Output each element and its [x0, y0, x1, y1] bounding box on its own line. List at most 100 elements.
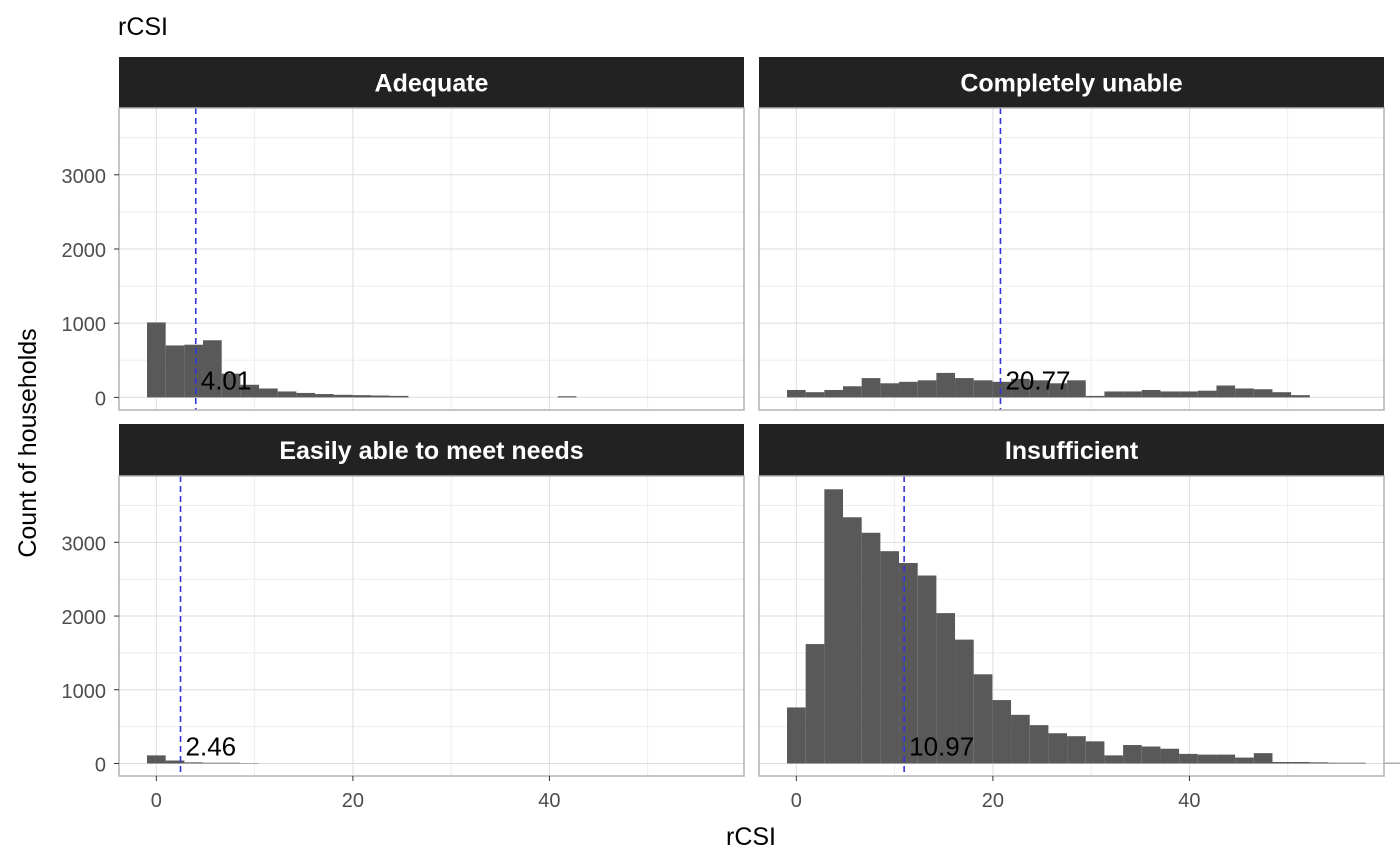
- histogram-bar: [1160, 391, 1180, 398]
- histogram-bar: [992, 700, 1012, 764]
- histogram-bar: [315, 394, 334, 398]
- mean-label: 4.01: [201, 365, 252, 395]
- facet-strip: [119, 424, 744, 476]
- histogram-bar: [1272, 761, 1292, 764]
- histogram-bar: [1216, 385, 1236, 398]
- facet-strip-label: Easily able to meet needs: [279, 437, 583, 465]
- histogram-bar: [936, 613, 956, 764]
- histogram-bar: [1328, 762, 1348, 764]
- facet-panel: Easily able to meet needs 2.46: [118, 424, 745, 777]
- y-tick-label: 0: [95, 388, 106, 410]
- histogram-bar: [1235, 757, 1254, 764]
- histogram-bar: [1029, 380, 1049, 398]
- histogram-bar: [787, 389, 806, 398]
- histogram-bar: [1123, 745, 1142, 764]
- histogram-bar: [805, 392, 825, 398]
- histogram-bar: [240, 384, 260, 398]
- histogram-bar: [899, 562, 918, 764]
- histogram-bar: [1011, 714, 1030, 764]
- mean-label: 2.46: [186, 731, 237, 761]
- histogram-bar: [1291, 761, 1310, 764]
- histogram-bar: [880, 383, 900, 398]
- histogram-bar: [296, 392, 316, 398]
- histogram-bar: [1067, 380, 1086, 398]
- x-tick-label: 20: [342, 790, 364, 812]
- histogram-bar: [221, 762, 241, 764]
- histogram-bar: [861, 532, 881, 764]
- panel-border: [118, 107, 745, 411]
- facet-strip-label: Adequate: [375, 70, 489, 98]
- histogram-bar: [1179, 753, 1198, 764]
- histogram-bar: [203, 340, 222, 398]
- histogram-bar: [1347, 762, 1366, 764]
- x-tick-label: 40: [538, 790, 560, 812]
- histogram-bar: [917, 380, 937, 398]
- facet-strip: [119, 57, 744, 108]
- facet-strip-label: Insufficient: [1005, 437, 1139, 465]
- panel-border: [118, 475, 745, 777]
- histogram-bar: [955, 639, 974, 764]
- histogram-bar: [1197, 390, 1217, 398]
- histogram-bar: [1384, 762, 1400, 764]
- histogram-bar: [992, 381, 1012, 398]
- histogram-bar: [824, 489, 844, 764]
- histogram-bar: [1048, 383, 1068, 398]
- facet-panel: Adequate 4.01: [118, 57, 745, 411]
- histogram-bar: [1141, 746, 1161, 764]
- histogram-bar: [221, 373, 241, 398]
- y-tick-label: 1000: [62, 314, 107, 336]
- y-tick-label: 3000: [62, 166, 107, 188]
- histogram-bar: [861, 378, 881, 398]
- histogram-bar: [917, 575, 937, 764]
- mean-label: 10.97: [909, 731, 974, 761]
- histogram-bar: [389, 395, 409, 398]
- histogram-bar: [147, 755, 166, 764]
- y-axis-title: Count of households: [14, 328, 42, 557]
- y-tick-label: 2000: [62, 240, 107, 262]
- histogram-bar: [955, 378, 974, 398]
- histogram-bar: [1067, 736, 1086, 764]
- histogram-bar: [880, 551, 900, 764]
- histogram-bar: [1253, 753, 1273, 764]
- y-tick-label: 1000: [62, 681, 107, 703]
- histogram-bar: [165, 345, 185, 398]
- histogram-bar: [936, 372, 956, 398]
- histogram-bar: [147, 322, 166, 398]
- histogram-bar: [259, 388, 278, 398]
- histogram-bar: [557, 396, 577, 398]
- histogram-bar: [1160, 748, 1180, 764]
- histogram-bar: [824, 389, 844, 398]
- histogram-bar: [843, 386, 862, 398]
- x-tick-label: 20: [982, 790, 1004, 812]
- x-tick-label: 0: [151, 790, 162, 812]
- histogram-bar: [333, 394, 353, 398]
- y-tick-label: 0: [95, 754, 106, 776]
- histogram-bar: [1291, 395, 1310, 398]
- panel-border: [758, 475, 1385, 777]
- histogram-bar: [1085, 741, 1105, 764]
- facet-panel: Insufficient 10.97: [758, 424, 1400, 777]
- histogram-bar: [1104, 755, 1124, 764]
- histogram-bar: [973, 674, 993, 764]
- histogram-bar: [1085, 395, 1105, 398]
- histogram-bar: [203, 762, 222, 764]
- histogram-bar: [805, 644, 825, 764]
- histogram-bar: [1309, 762, 1329, 764]
- histogram-bar: [843, 517, 862, 764]
- mean-label: 20.77: [1005, 365, 1070, 395]
- histogram-bar: [1235, 388, 1254, 398]
- facet-panels: Adequate 4.01 Completely unable 20.77 Easily…: [118, 57, 1400, 777]
- histogram-bar: [1123, 391, 1142, 398]
- histogram-bar: [1104, 391, 1124, 398]
- y-tick-label: 3000: [62, 533, 107, 555]
- x-tick-label: 0: [791, 790, 802, 812]
- facet-panel: Completely unable 20.77: [758, 57, 1385, 411]
- histogram-bar: [1272, 392, 1292, 398]
- histogram-bar: [1141, 389, 1161, 398]
- histogram-bar: [787, 707, 806, 764]
- x-tick-label: 40: [1178, 790, 1200, 812]
- histogram-bar: [1197, 754, 1217, 764]
- x-axis-title: rCSI: [726, 823, 776, 851]
- facet-strip: [759, 57, 1384, 108]
